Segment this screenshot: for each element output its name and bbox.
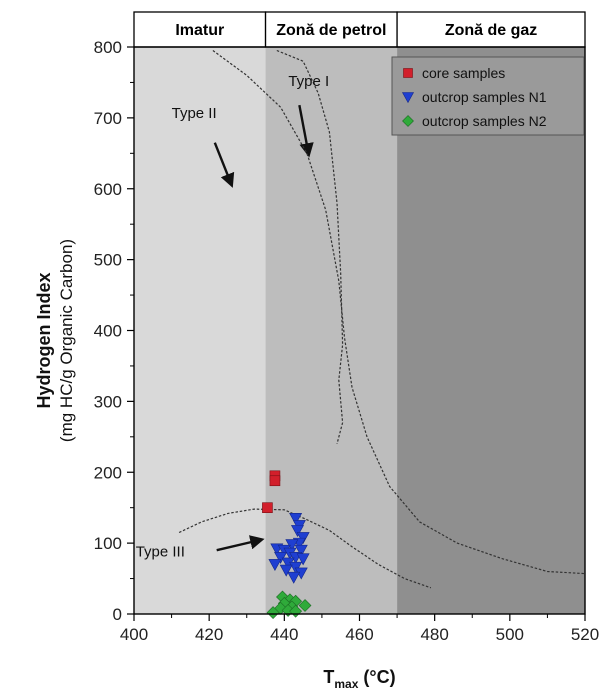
data-point-s3-9 [266,606,280,620]
data-point-s2-16 [268,559,282,572]
legend-label-1: core samples [422,65,505,81]
legend-label-3: outcrop samples N2 [422,113,547,129]
zone-region-1 [134,47,266,614]
legend-marker-1 [403,68,413,78]
type-curve-label-3: Type III [136,544,185,561]
data-point-s2-17 [279,564,293,577]
data-point-s2-13 [296,553,310,566]
type-curve-1 [276,49,344,445]
y-axis-label-line1: Hydrogen Index [34,272,54,408]
data-point-s2-1 [289,513,303,525]
type-curve-arrow-3 [216,535,265,552]
axes: 400 420 440 460 480 500 520 0 100 200 300 400 500 600… [94,38,600,644]
x-tick-label-5: 480 [420,625,448,644]
type-curve-label-1: Type I [288,73,329,90]
y-tick-label-3: 200 [94,463,122,482]
data-point-s1-2 [269,475,281,487]
data-point-s2-7 [294,544,308,557]
zone-label-3: Zonă de gaz [445,22,537,39]
x-tick-label-7: 520 [571,625,599,644]
zone-label-2: Zonă de petrol [276,22,386,39]
x-tick-label-3: 440 [270,625,298,644]
data-point-s2-3 [290,525,304,537]
x-axis-label-unit: (°C) [358,667,395,687]
legend: core samples outcrop samples N1 outcrop sa… [391,56,585,136]
data-point-s2-19 [287,571,301,584]
x-tick-label-4: 460 [345,625,373,644]
y-axis-label-line2: (mg HC/g Organic Carbon) [57,239,76,442]
type-curve-label-2: Type II [172,105,217,122]
x-axis-label-main: T [323,667,334,687]
x-tick-label-2: 420 [195,625,223,644]
x-tick-label-6: 500 [496,625,524,644]
kerogen-type-curves: Type I Type II Type III [136,49,586,589]
zone-region-2 [265,47,398,614]
zone-header-2 [264,11,398,48]
y-tick-label-6: 500 [94,251,122,270]
y-tick-label-2: 100 [94,534,122,553]
type-curve-arrow-2 [213,142,235,188]
y-tick-label-8: 700 [94,109,122,128]
x-axis-label-subscript: max [334,677,358,691]
zone-label-1: Imatur [175,22,224,39]
zone-header-3 [396,11,586,48]
data-points [262,470,312,620]
y-tick-label-9: 800 [94,38,122,57]
zone-header-1 [133,11,267,48]
type-curve-2 [212,50,586,575]
y-tick-label-5: 400 [94,322,122,341]
data-point-s3-4 [298,599,312,612]
type-curve-3 [178,508,432,589]
maturity-zones: Imatur Zonă de petrol Zonă de gaz [133,11,586,614]
x-axis-label: Tmax (°C) [323,667,395,691]
type-curve-arrow-1 [298,104,314,158]
axis-labels: Tmax (°C) Hydrogen Index (mg HC/g Organic … [34,239,396,691]
zone-region-3 [397,47,585,614]
y-tick-label-4: 300 [94,392,122,411]
y-tick-label-7: 600 [94,180,122,199]
x-tick-label-1: 400 [120,625,148,644]
legend-label-2: outcrop samples N1 [422,89,547,105]
legend-box [391,56,585,136]
legend-marker-2 [401,92,415,104]
legend-marker-3 [402,115,414,127]
data-point-s1-3 [262,502,273,513]
y-tick-label-1: 0 [113,605,122,624]
